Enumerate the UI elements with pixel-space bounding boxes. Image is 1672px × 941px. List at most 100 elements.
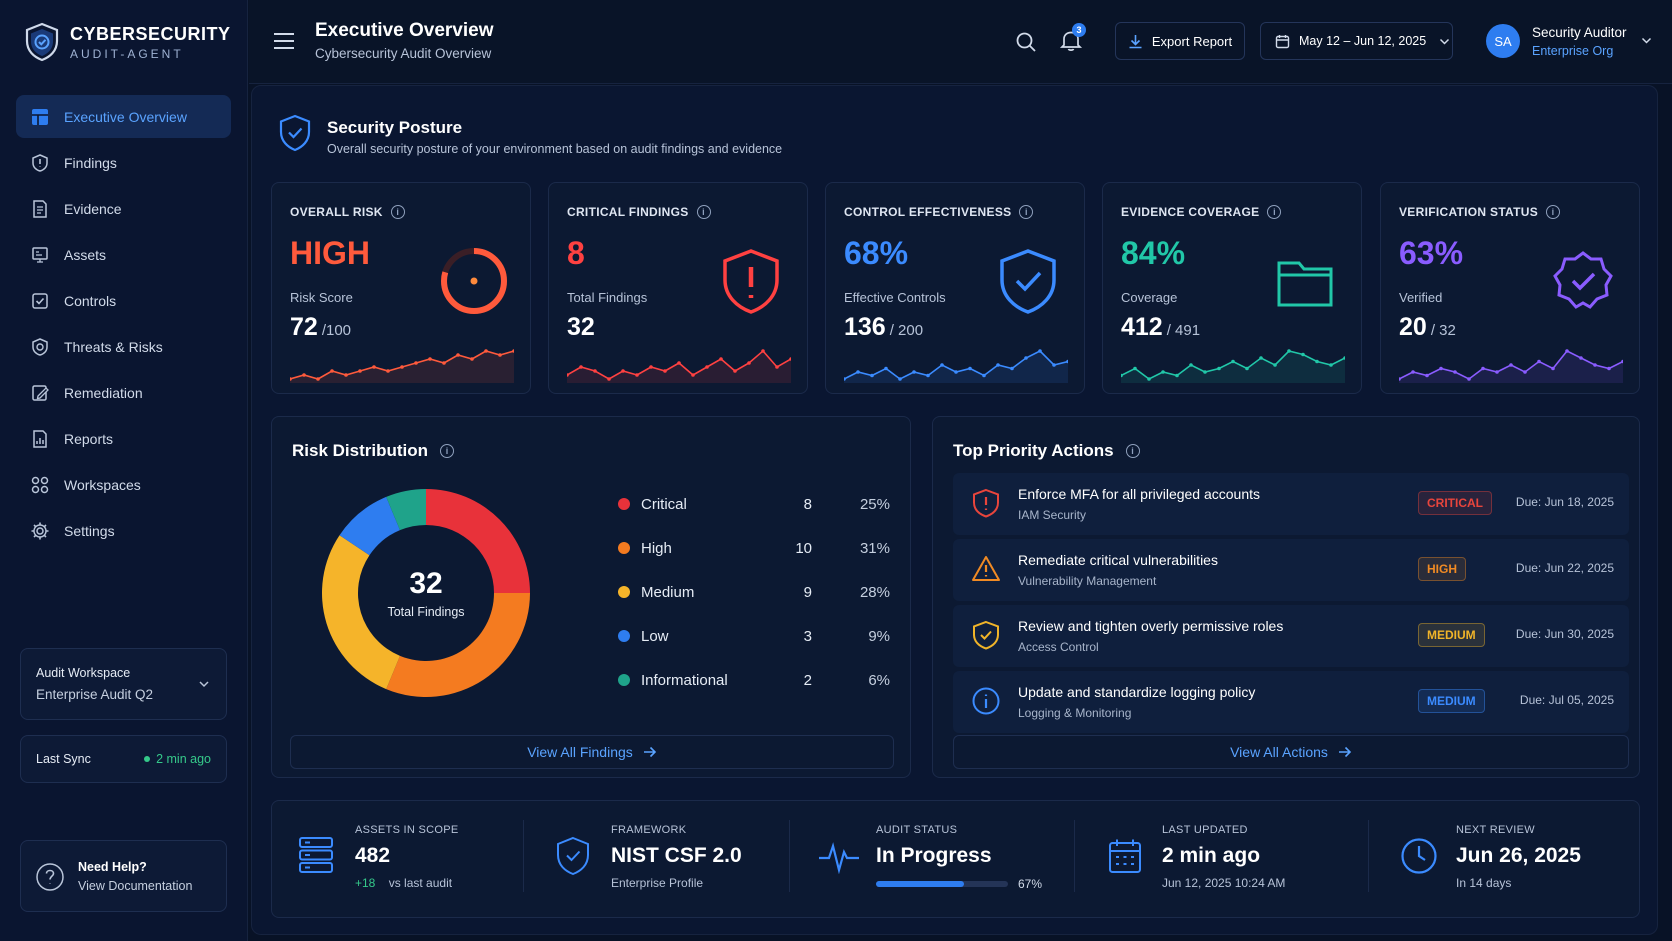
legend-row-low[interactable]: Low 3 9% (618, 624, 890, 648)
legend-row-critical[interactable]: Critical 8 25% (618, 492, 890, 516)
legend-name: Low (641, 627, 669, 645)
view-documentation-link[interactable]: View Documentation (78, 879, 193, 893)
sparkline-point (1287, 349, 1291, 353)
sparkline-point (775, 365, 779, 369)
info-icon[interactable]: i (1019, 205, 1034, 219)
sidebar-item-findings[interactable]: Findings (16, 141, 231, 184)
sidebar-item-executive-overview[interactable]: Executive Overview (16, 95, 231, 138)
notifications-button[interactable]: 3 (1059, 23, 1086, 54)
legend-row-informational[interactable]: Informational 2 6% (618, 668, 890, 692)
alert-shield-icon (723, 249, 779, 314)
sparkline-point (1273, 363, 1277, 367)
legend-percent: 28% (859, 583, 890, 601)
severity-badge: CRITICAL (1418, 491, 1492, 515)
donut-slice-high[interactable] (386, 593, 530, 697)
view-all-findings-label: View All Findings (527, 744, 633, 760)
kpi-card-critical-findings[interactable]: CRITICAL FINDINGS i 8 Total Findings 32 (548, 182, 808, 394)
alert-shield-icon (973, 488, 999, 518)
legend-dot (618, 586, 630, 598)
action-category: IAM Security (1018, 508, 1087, 522)
view-all-actions-button[interactable]: View All Actions (953, 735, 1629, 769)
info-icon[interactable]: i (1546, 205, 1561, 219)
date-range-picker[interactable]: May 12 – Jun 12, 2025 (1260, 22, 1453, 60)
sparkline-point (1621, 359, 1623, 364)
verified-badge-icon (1553, 251, 1613, 309)
sparkline-area (1121, 351, 1345, 383)
sidebar-item-workspaces[interactable]: Workspaces (16, 463, 231, 506)
legend-name: Medium (641, 583, 695, 601)
brand-logo[interactable]: CYBERSECURITY AUDIT-AGENT (24, 22, 231, 62)
sparkline-point (316, 377, 320, 381)
sparkline-point (1523, 370, 1527, 374)
sparkline-point (884, 366, 888, 371)
info-icon[interactable]: i (1125, 444, 1140, 458)
info-icon[interactable]: i (390, 205, 405, 219)
sidebar-item-remediation[interactable]: Remediation (16, 371, 231, 414)
posture-subtitle: Overall security posture of your environ… (327, 142, 783, 156)
kpi-number: 72/100 (290, 313, 352, 341)
help-circle-icon (36, 863, 64, 891)
audit-progress-label: 67% (1018, 877, 1043, 891)
sparkline-point (1161, 370, 1165, 374)
view-all-findings-button[interactable]: View All Findings (290, 735, 894, 769)
info-icon[interactable]: i (696, 205, 711, 219)
donut-slice-medium[interactable] (322, 535, 400, 690)
action-category: Logging & Monitoring (1018, 706, 1132, 720)
kpi-card-verification-status[interactable]: VERIFICATION STATUS i 63% Verified 20/ 32 (1380, 182, 1640, 394)
last-updated-value: 2 min ago (1162, 844, 1261, 867)
priority-action-row[interactable]: Enforce MFA for all privileged accounts … (953, 473, 1629, 535)
calendar-icon (1275, 34, 1290, 48)
risk-gauge-icon (441, 248, 507, 314)
sidebar-item-settings[interactable]: Settings (16, 509, 231, 552)
legend-row-high[interactable]: High 10 31% (618, 536, 890, 560)
kpi-card-evidence-coverage[interactable]: EVIDENCE COVERAGE i 84% Coverage 412/ 491 (1102, 182, 1362, 394)
legend-count: 9 (803, 583, 812, 601)
sidebar-item-controls[interactable]: Controls (16, 279, 231, 322)
help-card[interactable]: Need Help? View Documentation (20, 840, 227, 912)
kpi-sparkline (290, 349, 514, 383)
calendar-icon (1109, 839, 1141, 873)
assets-delta-label: vs last audit (388, 876, 453, 890)
sparkline-point (330, 369, 334, 373)
priority-action-row[interactable]: Update and standardize logging policy Lo… (953, 671, 1629, 733)
sparkline-point (719, 357, 723, 361)
kpi-card-control-effectiveness[interactable]: CONTROL EFFECTIVENESS i 68% Effective Con… (825, 182, 1085, 394)
folder-icon (1277, 261, 1333, 307)
sparkline-point (1565, 349, 1569, 353)
priority-action-row[interactable]: Remediate critical vulnerabilities Vulne… (953, 539, 1629, 601)
donut-slice-critical[interactable] (426, 489, 530, 593)
donut-total: 32 (409, 567, 443, 600)
reports-icon (33, 429, 47, 448)
kpi-card-overall-risk[interactable]: OVERALL RISK i HIGH Risk Score 72/100 (271, 182, 531, 394)
sparkline-point (1133, 366, 1137, 371)
sidebar-item-assets[interactable]: Assets (16, 233, 231, 276)
sparkline-point (982, 373, 986, 378)
sidebar-item-reports[interactable]: Reports (16, 417, 231, 460)
info-icon[interactable]: i (1267, 205, 1282, 219)
donut-slice-informational[interactable] (386, 489, 426, 531)
sparkline-point (1551, 366, 1555, 371)
workspace-selector[interactable]: Audit Workspace Enterprise Audit Q2 (20, 648, 227, 720)
sidebar-nav: Executive Overview Findings Evidence Ass… (16, 95, 231, 555)
user-menu[interactable]: SA Security Auditor Enterprise Org (1486, 22, 1661, 62)
action-title: Update and standardize logging policy (1018, 684, 1256, 700)
info-icon[interactable]: i (440, 444, 455, 458)
kpi-sub-label: Risk Score (290, 290, 353, 305)
donut-slice-low[interactable] (339, 496, 400, 556)
sidebar-item-threats-risks[interactable]: Threats & Risks (16, 325, 231, 368)
priority-actions-title: Top Priority Actions (953, 441, 1114, 460)
hamburger-menu-icon[interactable] (273, 32, 295, 50)
priority-action-row[interactable]: Review and tighten overly permissive rol… (953, 605, 1629, 667)
shield-logo-icon (25, 22, 59, 62)
audit-status-label: AUDIT STATUS (876, 824, 958, 836)
action-title: Enforce MFA for all privileged accounts (1018, 486, 1261, 502)
search-icon[interactable] (1015, 31, 1037, 53)
kpi-sparkline (1399, 349, 1623, 383)
sparkline-point (1024, 356, 1028, 360)
legend-dot (618, 630, 630, 642)
export-report-button[interactable]: Export Report (1115, 22, 1245, 60)
legend-row-medium[interactable]: Medium 9 28% (618, 580, 890, 604)
server-stack-icon (299, 837, 333, 873)
sparkline-point (1453, 370, 1457, 374)
sidebar-item-evidence[interactable]: Evidence (16, 187, 231, 230)
